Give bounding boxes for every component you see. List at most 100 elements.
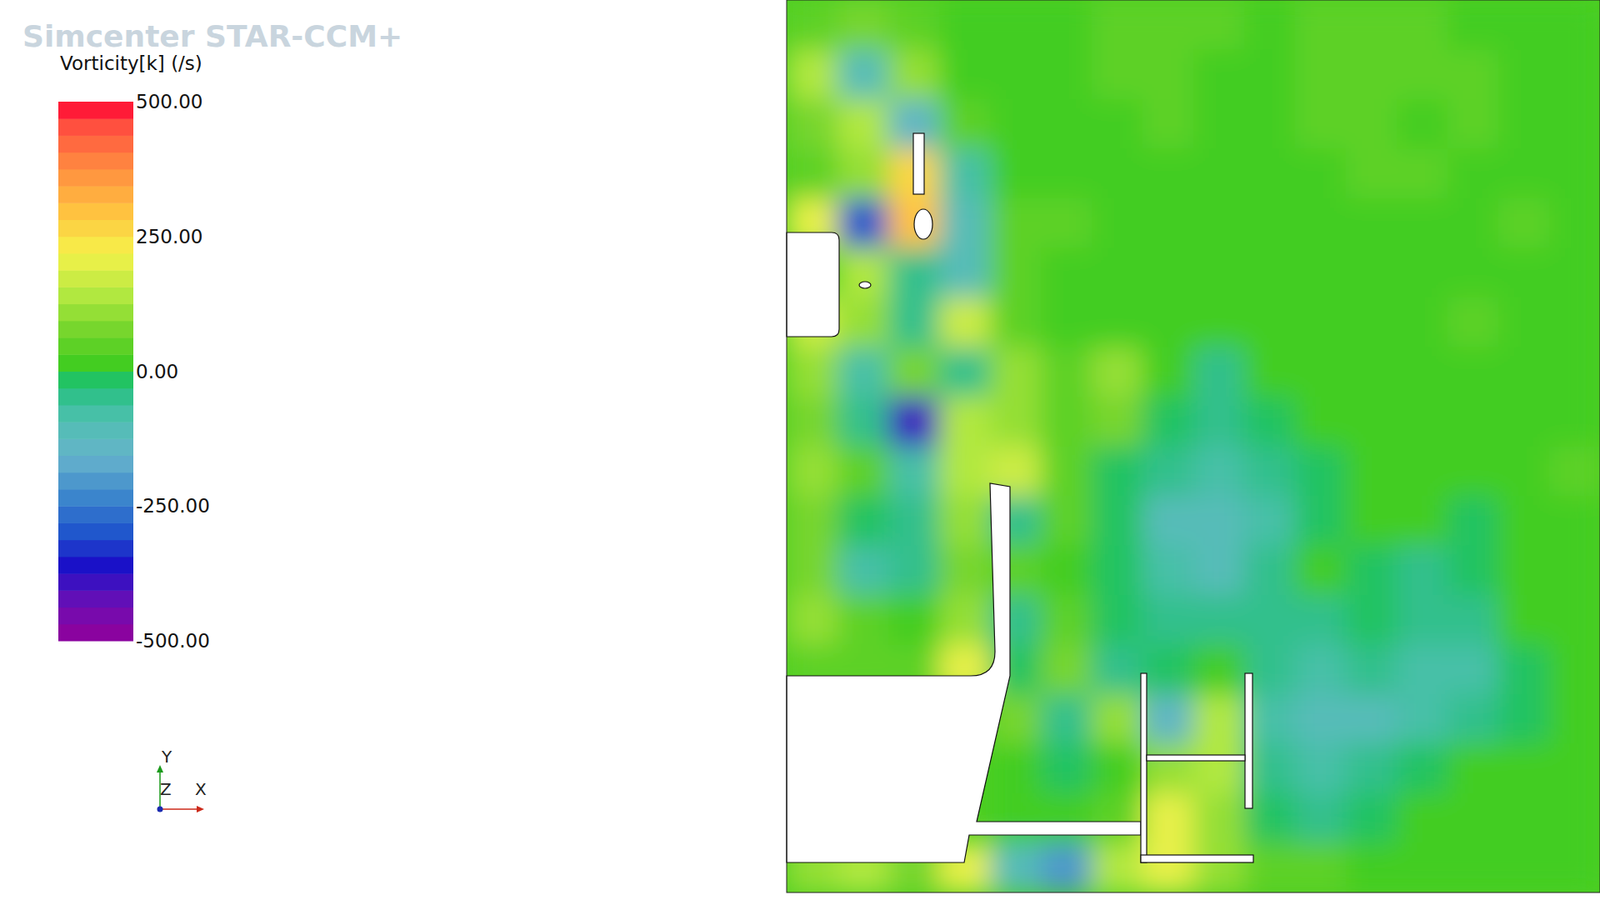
vorticity-cell [1295, 595, 1347, 646]
vorticity-cell [1244, 149, 1296, 200]
vorticity-cell [1091, 694, 1144, 745]
vorticity-cell [1091, 645, 1144, 696]
vorticity-cell [990, 793, 1042, 845]
colorbar-band [58, 455, 134, 474]
vorticity-cell [939, 595, 991, 646]
vorticity-cell [1142, 99, 1195, 150]
vorticity-cell [1345, 50, 1398, 101]
vorticity-cell [1244, 50, 1296, 101]
vorticity-cell [1345, 793, 1398, 845]
vorticity-cell [1396, 149, 1449, 200]
vorticity-cell [1295, 149, 1347, 200]
vorticity-cell [1091, 347, 1144, 399]
vorticity-cell [1549, 50, 1600, 101]
vorticity-cell [786, 595, 839, 646]
cells [786, 0, 1600, 893]
vorticity-cell [1091, 396, 1144, 448]
vorticity-cell [1193, 149, 1245, 200]
vorticity-cell [1040, 99, 1093, 150]
vorticity-cell [1193, 495, 1245, 547]
vorticity-cell [1396, 446, 1449, 498]
vorticity-cell [888, 495, 940, 547]
vorticity-cell [837, 0, 890, 51]
vorticity-cell [1244, 843, 1296, 894]
vorticity-cell [1040, 694, 1093, 745]
base-plate [1140, 855, 1254, 863]
vorticity-cell [1549, 545, 1600, 597]
vorticity-cell [990, 99, 1042, 150]
vorticity-cell [1396, 595, 1449, 646]
vorticity-cell [1447, 843, 1500, 894]
colorbar-band [58, 556, 134, 575]
vorticity-cell [786, 50, 839, 101]
vorticity-cell [1549, 396, 1600, 448]
vorticity-cell [1091, 843, 1144, 894]
vorticity-cell [1244, 0, 1296, 51]
vorticity-cell [1193, 99, 1245, 150]
geometry [786, 133, 1254, 863]
vorticity-cell [1447, 545, 1500, 597]
vorticity-cell [1193, 446, 1245, 498]
vorticity-cell [1142, 347, 1195, 399]
vorticity-cell [1549, 297, 1600, 349]
vorticity-cell [1549, 446, 1600, 498]
small-body [859, 281, 871, 289]
vorticity-cell [1193, 694, 1245, 745]
x-label: X [195, 779, 207, 800]
colorbar-band [58, 135, 134, 153]
vorticity-cell [1396, 50, 1449, 101]
vorticity-cell [1295, 347, 1347, 399]
lower-body [786, 483, 1141, 863]
watermark: Simcenter STAR-CCM+ [22, 19, 403, 54]
cylinder [914, 209, 933, 240]
colorbar-tick [128, 505, 134, 507]
vorticity-cell [1295, 297, 1347, 349]
vorticity-cell [1447, 396, 1500, 448]
vorticity-cell [1142, 545, 1195, 597]
vorticity-cell [1142, 149, 1195, 200]
vorticity-cell [1447, 248, 1500, 300]
vorticity-cell [1447, 99, 1500, 150]
vorticity-cell [990, 744, 1042, 795]
vorticity-cell [939, 0, 991, 51]
x-arrowhead [196, 805, 205, 813]
vorticity-cell [1396, 396, 1449, 448]
vorticity-cell [786, 347, 839, 399]
vorticity-cell [1142, 446, 1195, 498]
vorticity-cell [1549, 248, 1600, 300]
vorticity-cell [939, 297, 991, 349]
vorticity-cell [1447, 495, 1500, 547]
figure: Simcenter STAR-CCM+Vorticity[k] (/s)500.… [0, 0, 1600, 900]
vorticity-cell [1345, 347, 1398, 399]
colorbar-band [58, 388, 134, 406]
vorticity-cell [1193, 545, 1245, 597]
notch [786, 232, 840, 337]
vorticity-cell [1396, 99, 1449, 150]
colorbar-band [58, 118, 134, 136]
colorbar: 500.00250.000.00-250.00-500.00 [58, 90, 210, 652]
vorticity-cell [1345, 744, 1398, 795]
vorticity-cell [1040, 446, 1093, 498]
vorticity-cell [1142, 198, 1195, 250]
plate [913, 133, 925, 195]
colorbar-band [58, 573, 134, 591]
vorticity-cell [888, 545, 940, 597]
vorticity-cell [1295, 446, 1347, 498]
vorticity-cell [1295, 545, 1347, 597]
vorticity-cell [786, 495, 839, 547]
vorticity-cell [1549, 99, 1600, 150]
vorticity-cell [1498, 545, 1550, 597]
vorticity-cell [1244, 99, 1296, 150]
vorticity-cell [837, 595, 890, 646]
vorticity-cell [1549, 744, 1600, 795]
vorticity-cell [1091, 0, 1144, 51]
vorticity-cell [1549, 198, 1600, 250]
vorticity-cell [888, 595, 940, 646]
vorticity-cell [837, 248, 890, 300]
colorbar-band [58, 169, 134, 187]
vorticity-cell [1091, 744, 1144, 795]
vorticity-cell [1396, 744, 1449, 795]
vorticity-cell [837, 149, 890, 200]
vorticity-cell [1295, 198, 1347, 250]
colorbar-band [58, 101, 134, 120]
